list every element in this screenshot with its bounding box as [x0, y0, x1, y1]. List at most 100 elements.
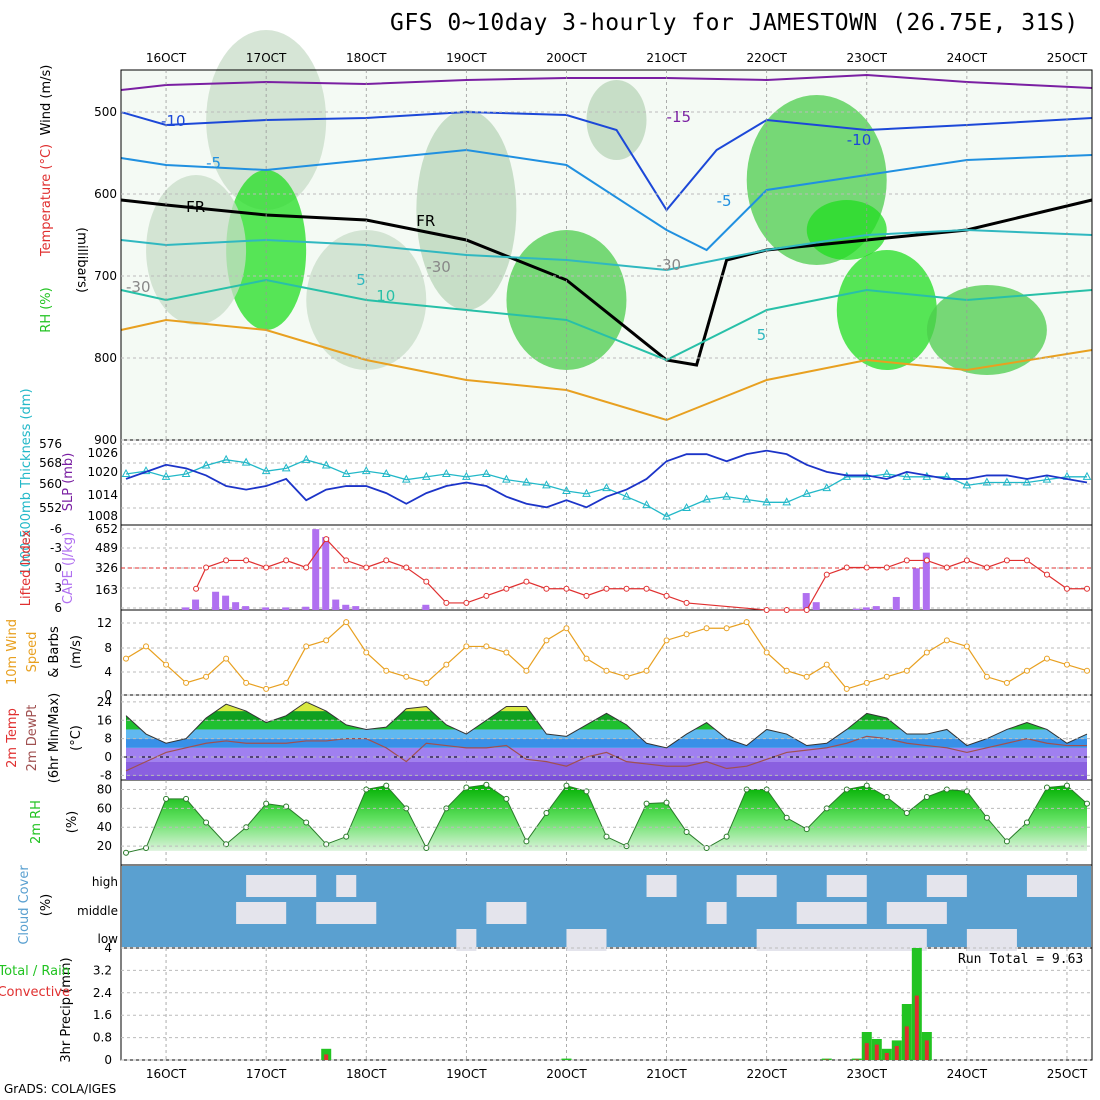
temp-panel-label: 2m DewPt: [25, 705, 40, 772]
wind-speed-line-marker: [143, 643, 150, 650]
li-line-marker: [523, 578, 530, 585]
wind-speed-line-marker: [643, 667, 650, 674]
li-tick: 6: [54, 601, 62, 615]
wind-panel-label: 10m Wind: [5, 619, 20, 685]
wind-speed-line-marker: [383, 667, 390, 674]
thickness-line-marker: [341, 468, 351, 477]
temp-tick: 8: [104, 732, 112, 746]
thickness-tick: 576: [39, 437, 62, 451]
rh-line-marker: [543, 810, 550, 817]
precip-convective-bar: [824, 1059, 829, 1060]
wind-tick: 8: [104, 641, 112, 655]
run-total: Run Total = 9.63: [958, 952, 1084, 967]
thickness-line-marker: [522, 477, 531, 486]
wind-speed-line-marker: [463, 643, 470, 650]
cloud-block: [826, 875, 867, 897]
thickness-tick: 560: [39, 477, 62, 491]
cape-bar: [422, 604, 430, 610]
cloud-block: [926, 875, 967, 897]
x-tick-top: 21OCT: [646, 51, 687, 65]
wind-speed-line: [125, 621, 1088, 690]
wind-speed-line-marker: [783, 667, 790, 674]
cloud-tick: middle: [77, 904, 118, 918]
cloud-block: [756, 929, 927, 951]
li-line-marker: [423, 578, 430, 585]
contour-label: -10: [847, 131, 872, 149]
x-tick-top: 24OCT: [947, 51, 988, 65]
wind-speed-line-marker: [723, 625, 730, 632]
li-line-marker: [963, 557, 970, 564]
rh-line-marker: [703, 845, 710, 851]
cloud-tick: low: [98, 932, 119, 946]
rh-line-marker: [803, 826, 810, 833]
wind-speed-line-marker: [343, 619, 350, 626]
li-line-marker: [863, 564, 870, 571]
upper-legend-label: RH (%): [39, 287, 54, 332]
cape-bar: [232, 602, 240, 610]
cape-tick: 326: [95, 561, 118, 575]
cloud-block: [796, 902, 867, 924]
temp-contour-minus5: [120, 148, 1093, 252]
li-line-marker: [783, 607, 790, 613]
wind-speed-line-marker: [763, 649, 770, 656]
cape-bar: [872, 606, 880, 610]
cape-bar: [242, 606, 250, 610]
li-line-marker: [263, 564, 270, 571]
li-line-marker: [1003, 557, 1010, 564]
wind-speed-line-marker: [423, 679, 430, 686]
rh-line-marker: [1083, 800, 1090, 807]
precip-tick: 0.8: [93, 1031, 112, 1045]
rh-line-marker: [563, 782, 570, 789]
li-line-marker: [543, 585, 550, 592]
thickness-line: [125, 459, 1087, 518]
rh-line-marker: [123, 849, 130, 856]
wind-speed-line-marker: [863, 679, 870, 686]
temp-tick: 24: [97, 695, 112, 709]
li-line-marker: [983, 564, 990, 571]
precip-convective-bar: [894, 1046, 899, 1060]
li-line-marker: [583, 592, 590, 599]
li-tick: -3: [50, 541, 62, 555]
thickness-tick: 568: [39, 456, 62, 470]
cape-bar: [342, 604, 350, 610]
thickness-line-marker: [482, 468, 491, 477]
cloud-block: [236, 902, 287, 924]
cape-bar: [222, 595, 230, 610]
credit: GrADS: COLA/IGES: [4, 1082, 117, 1096]
rh-line-marker: [523, 838, 530, 845]
cloud-label: Cloud Cover: [17, 865, 32, 945]
rh-line-marker: [723, 833, 730, 840]
contour-label: -5: [206, 154, 221, 172]
li-line-marker: [323, 536, 330, 543]
x-tick-bottom: 16OCT: [146, 1067, 187, 1081]
temp-band: [126, 720, 1087, 730]
x-tick-top: 18OCT: [346, 51, 387, 65]
li-line-marker: [903, 557, 910, 564]
rh-line-marker: [583, 788, 590, 795]
rh-line-marker: [883, 794, 890, 800]
upper-y-tick: 500: [94, 105, 117, 119]
thickness-line-marker: [1042, 474, 1052, 483]
x-tick-top: 16OCT: [146, 51, 187, 65]
wind-speed-line-marker: [523, 667, 530, 674]
thickness-line-marker: [381, 468, 391, 477]
wind-speed-line-marker: [303, 643, 310, 650]
wind-speed-line-marker: [703, 625, 710, 632]
rh-line-marker: [983, 814, 990, 821]
rh-unit: (%): [65, 811, 80, 834]
cloud-block: [1026, 875, 1077, 897]
upper-y-label: (millibars): [74, 227, 89, 293]
thickness-line-marker: [441, 468, 451, 477]
wind-speed-line-marker: [363, 649, 370, 656]
precip-convective-label: Convective: [0, 985, 70, 1000]
upper-legend-label: Wind (m/s): [39, 65, 54, 136]
wind-speed-line-marker: [1083, 667, 1090, 674]
li-line: [195, 538, 1087, 611]
cape-bar: [912, 568, 920, 610]
thickness-line-marker: [722, 491, 731, 500]
contour-label: -30: [657, 256, 682, 274]
thickness-line-marker: [742, 494, 751, 503]
li-line-marker: [643, 585, 650, 592]
temp-panel-label: (°C): [69, 725, 84, 751]
wind-panel-label: Speed: [25, 632, 40, 673]
